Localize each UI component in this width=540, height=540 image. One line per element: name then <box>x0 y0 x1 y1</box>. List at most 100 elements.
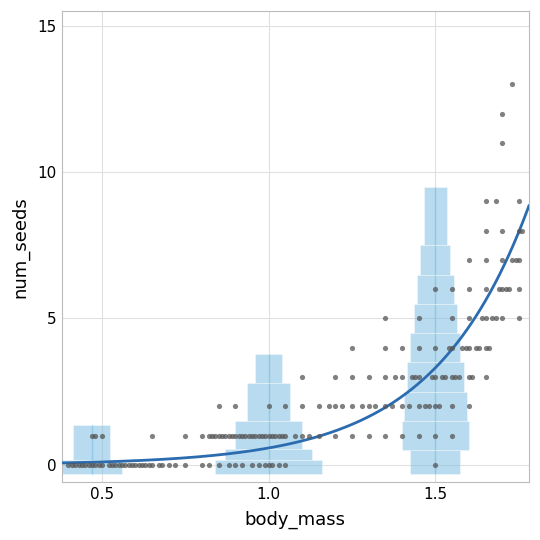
Point <box>515 314 523 323</box>
Point <box>234 431 243 440</box>
Point <box>214 461 223 469</box>
Point <box>478 314 487 323</box>
Point <box>411 373 420 381</box>
Point <box>198 461 206 469</box>
Point <box>291 431 300 440</box>
Point <box>98 431 106 440</box>
Point <box>464 255 473 264</box>
Point <box>68 461 76 469</box>
Bar <box>225 449 312 461</box>
Point <box>87 431 96 440</box>
Point <box>481 226 490 235</box>
Point <box>268 431 276 440</box>
Point <box>261 431 269 440</box>
Point <box>87 461 96 469</box>
Point <box>348 373 356 381</box>
Point <box>171 461 180 469</box>
Point <box>438 373 447 381</box>
Point <box>144 461 153 469</box>
Point <box>265 431 273 440</box>
Point <box>455 373 463 381</box>
Bar <box>404 392 467 421</box>
Point <box>64 461 73 469</box>
Point <box>471 343 480 352</box>
Point <box>181 431 190 440</box>
Point <box>435 402 443 410</box>
Point <box>138 461 146 469</box>
Point <box>431 402 440 410</box>
Point <box>518 226 526 235</box>
Point <box>448 373 456 381</box>
Point <box>211 431 220 440</box>
Point <box>331 402 340 410</box>
Point <box>481 314 490 323</box>
Point <box>491 197 500 206</box>
Point <box>504 285 513 294</box>
Point <box>281 431 289 440</box>
Point <box>228 431 237 440</box>
Point <box>141 461 150 469</box>
Point <box>81 461 90 469</box>
Point <box>278 431 286 440</box>
Point <box>458 343 467 352</box>
Point <box>498 255 507 264</box>
Bar <box>235 421 302 449</box>
Point <box>254 461 263 469</box>
Point <box>381 431 390 440</box>
Point <box>348 402 356 410</box>
Point <box>431 343 440 352</box>
Bar <box>407 362 464 392</box>
Point <box>451 373 460 381</box>
Point <box>231 431 240 440</box>
Point <box>491 314 500 323</box>
Bar <box>73 426 110 461</box>
Point <box>468 373 476 381</box>
Point <box>84 461 93 469</box>
Point <box>464 314 473 323</box>
Point <box>298 431 306 440</box>
Point <box>231 461 240 469</box>
Point <box>415 431 423 440</box>
Point <box>464 373 473 381</box>
Point <box>265 461 273 469</box>
Point <box>381 343 390 352</box>
Point <box>498 139 507 147</box>
Point <box>114 461 123 469</box>
Point <box>408 373 416 381</box>
Point <box>475 343 483 352</box>
Point <box>381 314 390 323</box>
Point <box>501 285 510 294</box>
Point <box>481 285 490 294</box>
Point <box>448 431 456 440</box>
Point <box>261 461 269 469</box>
Point <box>481 255 490 264</box>
Bar <box>417 274 454 304</box>
Point <box>358 402 367 410</box>
Point <box>147 431 156 440</box>
Point <box>515 226 523 235</box>
Bar <box>421 245 450 274</box>
Point <box>515 285 523 294</box>
Point <box>331 373 340 381</box>
Point <box>431 461 440 469</box>
Point <box>371 402 380 410</box>
Point <box>244 431 253 440</box>
Point <box>448 285 456 294</box>
Point <box>431 373 440 381</box>
Point <box>274 461 283 469</box>
Point <box>224 461 233 469</box>
Point <box>107 461 116 469</box>
Point <box>348 343 356 352</box>
Point <box>231 402 240 410</box>
Point <box>484 343 493 352</box>
Point <box>331 431 340 440</box>
Point <box>448 343 456 352</box>
Point <box>448 402 456 410</box>
Point <box>495 285 503 294</box>
Point <box>444 343 453 352</box>
Point <box>305 431 313 440</box>
Point <box>508 80 517 89</box>
Point <box>118 461 126 469</box>
Point <box>364 431 373 440</box>
Point <box>398 431 407 440</box>
